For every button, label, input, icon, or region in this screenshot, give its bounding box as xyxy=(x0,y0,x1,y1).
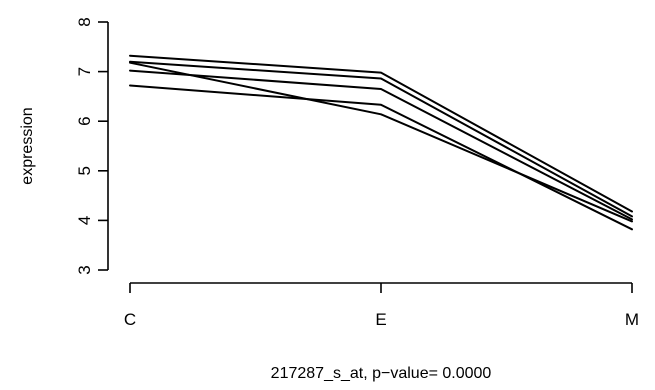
y-tick-label: 3 xyxy=(75,265,94,274)
y-tick-label: 8 xyxy=(75,17,94,26)
series-line-5 xyxy=(129,84,633,231)
y-tick-label: 7 xyxy=(75,67,94,76)
series-line-4 xyxy=(129,61,633,223)
series-line-3 xyxy=(129,69,633,221)
y-tick-label: 4 xyxy=(75,216,94,225)
y-axis: 3 4 5 6 7 8 xyxy=(75,17,109,275)
series-group xyxy=(129,54,633,231)
x-tick-label: C xyxy=(124,310,136,329)
x-tick-label: E xyxy=(375,310,386,329)
series-line-1 xyxy=(129,54,633,213)
y-axis-title: expression xyxy=(19,107,36,184)
x-axis-title: 217287_s_at, p−value= 0.0000 xyxy=(271,365,492,382)
y-ticks: 3 4 5 6 7 8 xyxy=(75,17,108,275)
y-tick-label: 6 xyxy=(75,116,94,125)
y-tick-label: 5 xyxy=(75,166,94,175)
x-tick-label: M xyxy=(625,310,639,329)
series-line-2 xyxy=(129,60,633,218)
